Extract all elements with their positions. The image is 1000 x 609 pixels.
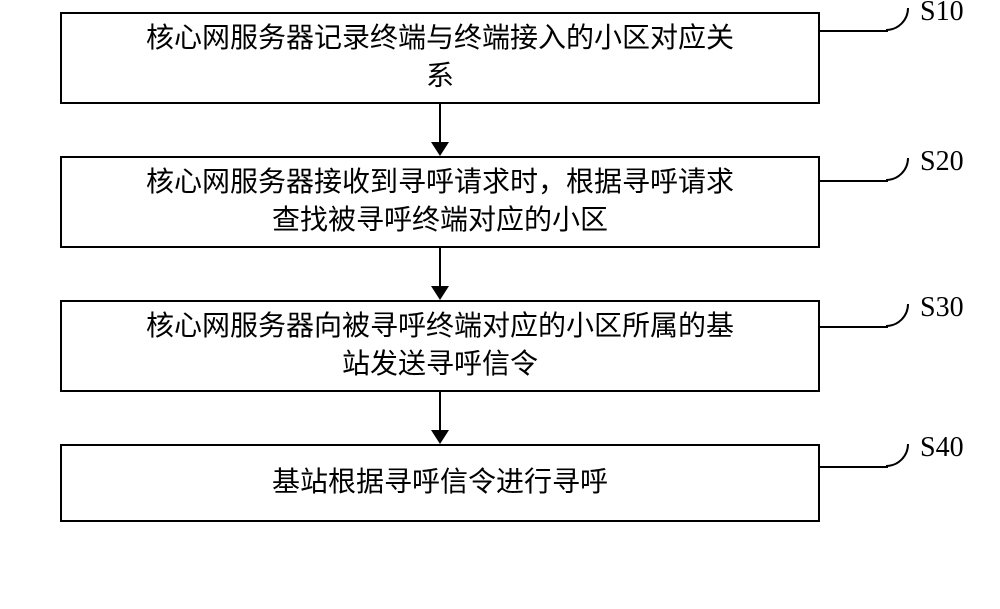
step-box-s20: 核心网服务器接收到寻呼请求时，根据寻呼请求 查找被寻呼终端对应的小区 xyxy=(60,156,820,248)
step-text: 查找被寻呼终端对应的小区 xyxy=(272,202,608,240)
arrow-down-icon xyxy=(428,104,452,156)
connector-curve xyxy=(886,158,912,184)
arrow-down xyxy=(60,104,820,156)
step-text: 站发送寻呼信令 xyxy=(342,346,538,384)
step-text: 核心网服务器向被寻呼终端对应的小区所属的基 xyxy=(146,308,734,346)
connector-s40 xyxy=(820,466,888,468)
connector-s10 xyxy=(820,30,888,32)
step-label-s20: S20 xyxy=(920,146,964,178)
step-label-s30: S30 xyxy=(920,292,964,324)
step-label-s40: S40 xyxy=(920,432,964,464)
connector-curve xyxy=(886,304,912,330)
step-text: 核心网服务器接收到寻呼请求时，根据寻呼请求 xyxy=(146,164,734,202)
step-text: 基站根据寻呼信令进行寻呼 xyxy=(272,464,608,502)
connector-curve xyxy=(886,444,912,470)
step-box-s30: 核心网服务器向被寻呼终端对应的小区所属的基 站发送寻呼信令 xyxy=(60,300,820,392)
arrow-down-icon xyxy=(428,392,452,444)
connector-s30 xyxy=(820,326,888,328)
flowchart-container: 核心网服务器记录终端与终端接入的小区对应关 系 核心网服务器接收到寻呼请求时，根… xyxy=(60,12,940,522)
step-text: 核心网服务器记录终端与终端接入的小区对应关 xyxy=(146,20,734,58)
connector-s20 xyxy=(820,180,888,182)
step-text: 系 xyxy=(426,58,454,96)
arrow-down xyxy=(60,248,820,300)
step-box-s10: 核心网服务器记录终端与终端接入的小区对应关 系 xyxy=(60,12,820,104)
connector-curve xyxy=(886,8,912,34)
step-box-s40: 基站根据寻呼信令进行寻呼 xyxy=(60,444,820,522)
step-label-s10: S10 xyxy=(920,0,964,28)
arrow-down xyxy=(60,392,820,444)
arrow-down-icon xyxy=(428,248,452,300)
